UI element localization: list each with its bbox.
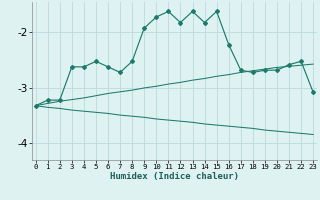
X-axis label: Humidex (Indice chaleur): Humidex (Indice chaleur) [110,172,239,181]
